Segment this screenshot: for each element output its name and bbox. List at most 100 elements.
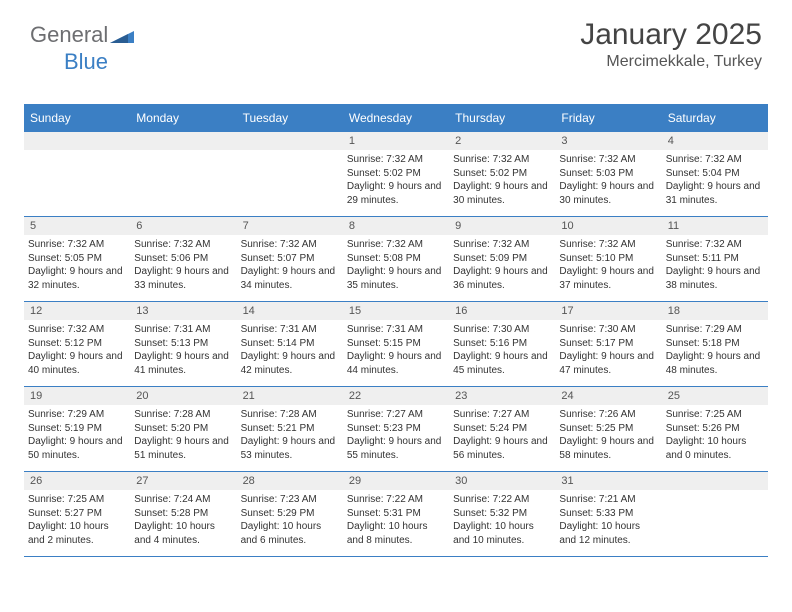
sunset-line: Sunset: 5:17 PM: [559, 337, 657, 351]
day-number: 31: [555, 472, 661, 490]
day-number: 25: [662, 387, 768, 405]
sunrise-line: Sunrise: 7:32 AM: [28, 238, 126, 252]
daylight-line: Daylight: 9 hours and 34 minutes.: [241, 265, 339, 292]
daylight-line: Daylight: 9 hours and 37 minutes.: [559, 265, 657, 292]
sunrise-line: Sunrise: 7:32 AM: [347, 153, 445, 167]
daylight-line: Daylight: 9 hours and 44 minutes.: [347, 350, 445, 377]
day-number: 9: [449, 217, 555, 235]
sunrise-line: Sunrise: 7:23 AM: [241, 493, 339, 507]
day-number: 14: [237, 302, 343, 320]
calendar-cell: 26Sunrise: 7:25 AMSunset: 5:27 PMDayligh…: [24, 472, 130, 557]
daylight-line: Daylight: 9 hours and 40 minutes.: [28, 350, 126, 377]
sunset-line: Sunset: 5:14 PM: [241, 337, 339, 351]
calendar-cell: 14 Sunrise: 7:31 AMSunset: 5:14 PMDayligh…: [237, 302, 343, 387]
calendar-grid: SundayMondayTuesdayWednesdayThursdayFrid…: [24, 104, 768, 557]
sunset-line: Sunset: 5:20 PM: [134, 422, 232, 436]
sunrise-line: Sunrise: 7:32 AM: [134, 238, 232, 252]
calendar-cell: 28Sunrise: 7:23 AMSunset: 5:29 PMDayligh…: [237, 472, 343, 557]
calendar-cell: 29Sunrise: 7:22 AMSunset: 5:31 PMDayligh…: [343, 472, 449, 557]
sunrise-line: Sunrise: 7:32 AM: [347, 238, 445, 252]
calendar-cell: 27Sunrise: 7:24 AMSunset: 5:28 PMDayligh…: [130, 472, 236, 557]
sunrise-line: Sunrise: 7:22 AM: [453, 493, 551, 507]
brand-triangle-icon: [110, 23, 134, 49]
sunset-line: Sunset: 5:21 PM: [241, 422, 339, 436]
daylight-line: Daylight: 9 hours and 29 minutes.: [347, 180, 445, 207]
calendar-cell: 1Sunrise: 7:32 AMSunset: 5:02 PMDaylight…: [343, 132, 449, 217]
sunset-line: Sunset: 5:10 PM: [559, 252, 657, 266]
weekday-header: Tuesday: [237, 106, 343, 132]
calendar-cell: 3Sunrise: 7:32 AMSunset: 5:03 PMDaylight…: [555, 132, 661, 217]
day-number: 13: [130, 302, 236, 320]
day-number-blank: [237, 132, 343, 150]
calendar-cell: 30 Sunrise: 7:22 AMSunset: 5:32 PMDayligh…: [449, 472, 555, 557]
weekday-header: Friday: [555, 106, 661, 132]
sunrise-line: Sunrise: 7:27 AM: [453, 408, 551, 422]
sunrise-line: Sunrise: 7:32 AM: [666, 153, 764, 167]
daylight-line: Daylight: 9 hours and 42 minutes.: [241, 350, 339, 377]
sunset-line: Sunset: 5:15 PM: [347, 337, 445, 351]
daylight-line: Daylight: 9 hours and 38 minutes.: [666, 265, 764, 292]
sunrise-line: Sunrise: 7:32 AM: [666, 238, 764, 252]
day-number: 5: [24, 217, 130, 235]
daylight-line: Daylight: 9 hours and 58 minutes.: [559, 435, 657, 462]
daylight-line: Daylight: 9 hours and 30 minutes.: [559, 180, 657, 207]
sunset-line: Sunset: 5:12 PM: [28, 337, 126, 351]
calendar-cell: 20 Sunrise: 7:28 AMSunset: 5:20 PMDayligh…: [130, 387, 236, 472]
sunset-line: Sunset: 5:05 PM: [28, 252, 126, 266]
calendar-cell: 8Sunrise: 7:32 AMSunset: 5:08 PMDaylight…: [343, 217, 449, 302]
calendar-cell: 16Sunrise: 7:30 AMSunset: 5:16 PMDayligh…: [449, 302, 555, 387]
sunset-line: Sunset: 5:04 PM: [666, 167, 764, 181]
day-number: 6: [130, 217, 236, 235]
sunrise-line: Sunrise: 7:29 AM: [666, 323, 764, 337]
sunrise-line: Sunrise: 7:31 AM: [134, 323, 232, 337]
calendar-cell: 25Sunrise: 7:25 AMSunset: 5:26 PMDayligh…: [662, 387, 768, 472]
calendar-cell: 21Sunrise: 7:28 AMSunset: 5:21 PMDayligh…: [237, 387, 343, 472]
sunset-line: Sunset: 5:06 PM: [134, 252, 232, 266]
daylight-line: Daylight: 9 hours and 35 minutes.: [347, 265, 445, 292]
day-number: 15: [343, 302, 449, 320]
calendar-page: General Blue January 2025 Mercimekkale, …: [0, 0, 792, 612]
sunrise-line: Sunrise: 7:32 AM: [28, 323, 126, 337]
daylight-line: Daylight: 9 hours and 51 minutes.: [134, 435, 232, 462]
sunset-line: Sunset: 5:03 PM: [559, 167, 657, 181]
day-number: 21: [237, 387, 343, 405]
sunrise-line: Sunrise: 7:27 AM: [347, 408, 445, 422]
sunrise-line: Sunrise: 7:29 AM: [28, 408, 126, 422]
daylight-line: Daylight: 9 hours and 55 minutes.: [347, 435, 445, 462]
day-number: 30: [449, 472, 555, 490]
daylight-line: Daylight: 10 hours and 2 minutes.: [28, 520, 126, 547]
sunrise-line: Sunrise: 7:31 AM: [347, 323, 445, 337]
daylight-line: Daylight: 10 hours and 8 minutes.: [347, 520, 445, 547]
day-number: 24: [555, 387, 661, 405]
daylight-line: Daylight: 9 hours and 33 minutes.: [134, 265, 232, 292]
calendar-cell: 15 Sunrise: 7:31 AMSunset: 5:15 PMDayligh…: [343, 302, 449, 387]
sunset-line: Sunset: 5:02 PM: [453, 167, 551, 181]
calendar-cell-blank: [662, 472, 768, 557]
sunrise-line: Sunrise: 7:28 AM: [134, 408, 232, 422]
calendar-cell: 23Sunrise: 7:27 AMSunset: 5:24 PMDayligh…: [449, 387, 555, 472]
sunset-line: Sunset: 5:28 PM: [134, 507, 232, 521]
calendar-cell: 5Sunrise: 7:32 AMSunset: 5:05 PMDaylight…: [24, 217, 130, 302]
sunrise-line: Sunrise: 7:22 AM: [347, 493, 445, 507]
daylight-line: Daylight: 9 hours and 31 minutes.: [666, 180, 764, 207]
sunrise-line: Sunrise: 7:31 AM: [241, 323, 339, 337]
month-title: January 2025: [580, 18, 762, 51]
daylight-line: Daylight: 10 hours and 4 minutes.: [134, 520, 232, 547]
daylight-line: Daylight: 10 hours and 12 minutes.: [559, 520, 657, 547]
day-number: 4: [662, 132, 768, 150]
sunset-line: Sunset: 5:08 PM: [347, 252, 445, 266]
weekday-header: Thursday: [449, 106, 555, 132]
sunset-line: Sunset: 5:32 PM: [453, 507, 551, 521]
calendar-cell: 4 Sunrise: 7:32 AMSunset: 5:04 PMDaylight…: [662, 132, 768, 217]
calendar-cell: 19Sunrise: 7:29 AMSunset: 5:19 PMDayligh…: [24, 387, 130, 472]
sunrise-line: Sunrise: 7:32 AM: [453, 238, 551, 252]
day-number: 20: [130, 387, 236, 405]
daylight-line: Daylight: 10 hours and 10 minutes.: [453, 520, 551, 547]
calendar-cell: 17Sunrise: 7:30 AMSunset: 5:17 PMDayligh…: [555, 302, 661, 387]
day-number: 10: [555, 217, 661, 235]
sunset-line: Sunset: 5:02 PM: [347, 167, 445, 181]
day-number: 11: [662, 217, 768, 235]
daylight-line: Daylight: 10 hours and 6 minutes.: [241, 520, 339, 547]
day-number: 28: [237, 472, 343, 490]
daylight-line: Daylight: 9 hours and 48 minutes.: [666, 350, 764, 377]
